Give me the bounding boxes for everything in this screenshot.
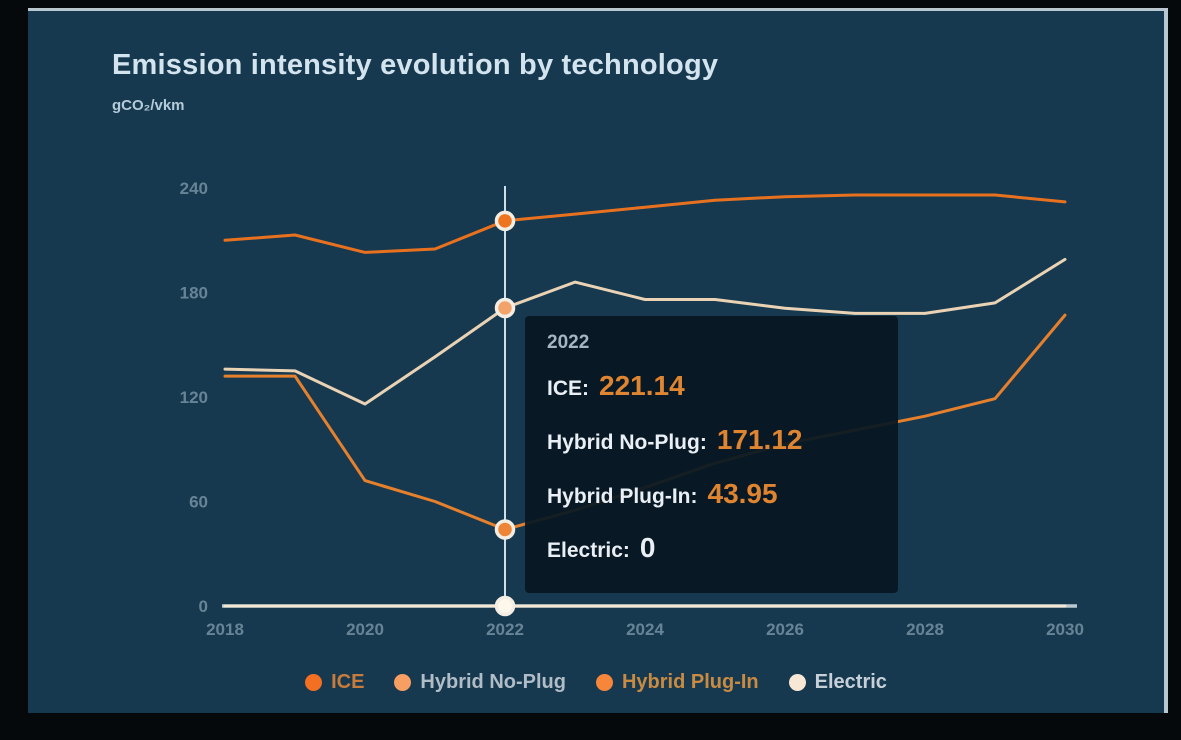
tooltip-series-value: 221.14 xyxy=(599,370,685,401)
tooltip-series-value: 0 xyxy=(639,532,656,563)
tooltip-series-label: Electric: xyxy=(547,539,630,562)
highlight-marker-hybrid-no-plug[interactable] xyxy=(494,297,516,319)
x-tick-label: 2022 xyxy=(486,620,524,639)
tooltip-series-value: 43.95 xyxy=(707,478,778,509)
chart-title: Emission intensity evolution by technolo… xyxy=(112,49,719,81)
tooltip-series-label: Hybrid Plug-In: xyxy=(547,485,698,508)
highlight-marker-electric[interactable] xyxy=(494,595,516,617)
legend-item-label: Electric xyxy=(814,671,887,693)
legend-item-electric[interactable]: Electric xyxy=(788,671,887,694)
legend: ICE Hybrid No-Plug Hybrid Plug-In Electric xyxy=(28,671,1164,694)
legend-item-label: Hybrid No-Plug xyxy=(420,671,566,693)
tooltip: 2022 ICE: 221.14 Hybrid No-Plug: 171.12 Hybr… xyxy=(525,316,898,593)
y-tick-label: 0 xyxy=(199,597,208,616)
tooltip-row: Hybrid No-Plug: 171.12 xyxy=(547,424,876,456)
legend-item-hybrid-plug-in[interactable]: Hybrid Plug-In xyxy=(595,671,759,694)
tooltip-row: ICE: 221.14 xyxy=(547,370,876,402)
x-tick-label: 2020 xyxy=(346,620,384,639)
x-tick-label: 2018 xyxy=(206,620,244,639)
highlight-marker-hybrid-plug-in[interactable] xyxy=(494,519,516,540)
legend-dot-icon xyxy=(394,674,412,691)
legend-item-label: Hybrid Plug-In xyxy=(621,671,759,693)
tooltip-row: Hybrid Plug-In: 43.95 xyxy=(547,478,876,510)
tooltip-rows: ICE: 221.14 Hybrid No-Plug: 171.12 Hybrid Pl… xyxy=(547,370,876,564)
tooltip-series-label: Hybrid No-Plug: xyxy=(547,431,707,454)
tooltip-year: 2022 xyxy=(547,332,590,353)
legend-dot-icon xyxy=(788,674,806,691)
legend-item-ice[interactable]: ICE xyxy=(305,671,364,694)
chart-canvas[interactable]: 0 60 120 180 240 2018 2020 2022 2024 2026 2028 2030 xyxy=(28,11,1168,716)
series-line-ice[interactable] xyxy=(223,193,1067,254)
y-tick-label: 180 xyxy=(180,284,208,303)
tooltip-series-value: 171.12 xyxy=(716,424,803,455)
series-line-hybrid-no-plug[interactable] xyxy=(223,257,1067,406)
legend-item-label: ICE xyxy=(331,671,365,693)
legend-dot-icon xyxy=(305,674,323,691)
x-tick-label: 2028 xyxy=(906,620,944,639)
y-tick-label: 120 xyxy=(180,388,208,407)
x-tick-label: 2026 xyxy=(766,620,804,639)
x-tick-label: 2024 xyxy=(626,620,664,639)
x-tick-label: 2030 xyxy=(1046,620,1084,639)
y-tick-label: 60 xyxy=(189,493,208,512)
highlight-marker-ice[interactable] xyxy=(494,210,516,232)
y-tick-label: 240 xyxy=(180,179,208,198)
y-axis-unit-label: gCO₂/vkm xyxy=(112,97,185,114)
tooltip-row: Electric: 0 xyxy=(547,532,876,564)
legend-item-hybrid-no-plug[interactable]: Hybrid No-Plug xyxy=(394,671,566,694)
chart-panel: Emission intensity evolution by technolo… xyxy=(28,8,1168,713)
legend-dot-icon xyxy=(595,674,613,691)
tooltip-series-label: ICE: xyxy=(547,377,589,400)
